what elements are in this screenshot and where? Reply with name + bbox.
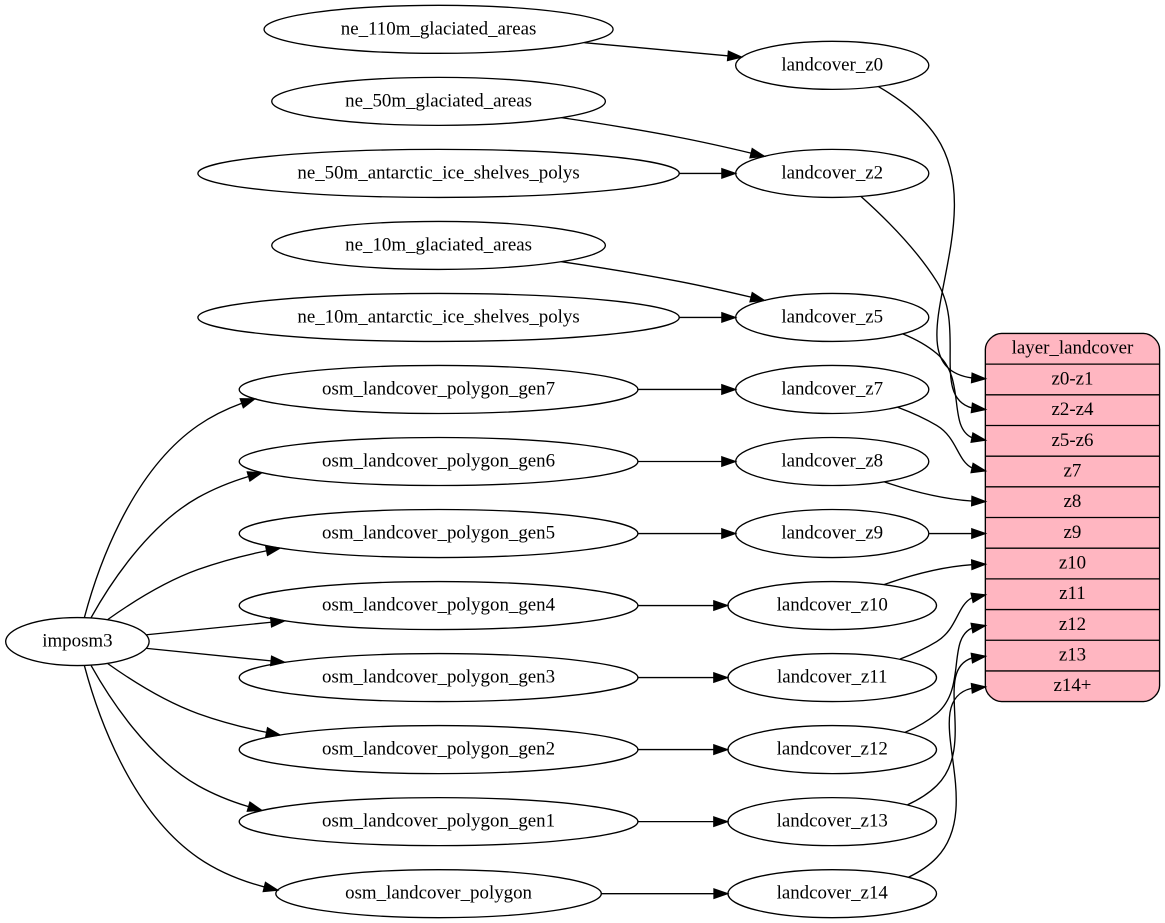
svg-text:osm_landcover_polygon_gen6: osm_landcover_polygon_gen6 [322, 451, 555, 472]
svg-text:z14+: z14+ [1053, 675, 1091, 696]
svg-text:z13: z13 [1059, 645, 1086, 666]
svg-text:osm_landcover_polygon_gen7: osm_landcover_polygon_gen7 [322, 379, 555, 400]
svg-text:osm_landcover_polygon_gen4: osm_landcover_polygon_gen4 [322, 595, 556, 616]
svg-text:landcover_z12: landcover_z12 [777, 739, 888, 760]
svg-text:landcover_z7: landcover_z7 [781, 379, 883, 400]
svg-text:z5-z6: z5-z6 [1051, 430, 1093, 451]
svg-text:ne_10m_glaciated_areas: ne_10m_glaciated_areas [345, 234, 532, 255]
svg-text:z9: z9 [1064, 522, 1082, 543]
svg-text:osm_landcover_polygon: osm_landcover_polygon [345, 883, 532, 904]
svg-text:landcover_z9: landcover_z9 [781, 523, 883, 544]
svg-text:imposm3: imposm3 [42, 631, 112, 652]
svg-text:ne_110m_glaciated_areas: ne_110m_glaciated_areas [341, 18, 537, 39]
svg-text:z8: z8 [1064, 491, 1082, 512]
svg-text:ne_50m_glaciated_areas: ne_50m_glaciated_areas [345, 90, 532, 111]
svg-text:z0-z1: z0-z1 [1051, 369, 1093, 390]
svg-text:landcover_z0: landcover_z0 [781, 54, 883, 75]
svg-text:landcover_z13: landcover_z13 [777, 811, 888, 832]
svg-text:landcover_z5: landcover_z5 [781, 306, 883, 327]
svg-text:z2-z4: z2-z4 [1051, 399, 1094, 420]
svg-text:osm_landcover_polygon_gen2: osm_landcover_polygon_gen2 [322, 739, 555, 760]
svg-text:z12: z12 [1059, 614, 1086, 635]
svg-text:layer_landcover: layer_landcover [1012, 338, 1134, 359]
svg-text:ne_50m_antarctic_ice_shelves_p: ne_50m_antarctic_ice_shelves_polys [297, 162, 579, 183]
svg-text:landcover_z14: landcover_z14 [777, 883, 889, 904]
svg-text:z11: z11 [1059, 583, 1086, 604]
svg-text:landcover_z10: landcover_z10 [777, 595, 888, 616]
svg-text:z10: z10 [1059, 553, 1086, 574]
svg-text:z7: z7 [1064, 461, 1082, 482]
svg-text:landcover_z2: landcover_z2 [781, 162, 883, 183]
svg-text:landcover_z8: landcover_z8 [781, 451, 883, 472]
svg-text:ne_10m_antarctic_ice_shelves_p: ne_10m_antarctic_ice_shelves_polys [297, 306, 579, 327]
svg-text:osm_landcover_polygon_gen3: osm_landcover_polygon_gen3 [322, 667, 555, 688]
svg-text:osm_landcover_polygon_gen5: osm_landcover_polygon_gen5 [322, 523, 555, 544]
svg-text:osm_landcover_polygon_gen1: osm_landcover_polygon_gen1 [322, 811, 555, 832]
svg-text:landcover_z11: landcover_z11 [777, 667, 888, 688]
